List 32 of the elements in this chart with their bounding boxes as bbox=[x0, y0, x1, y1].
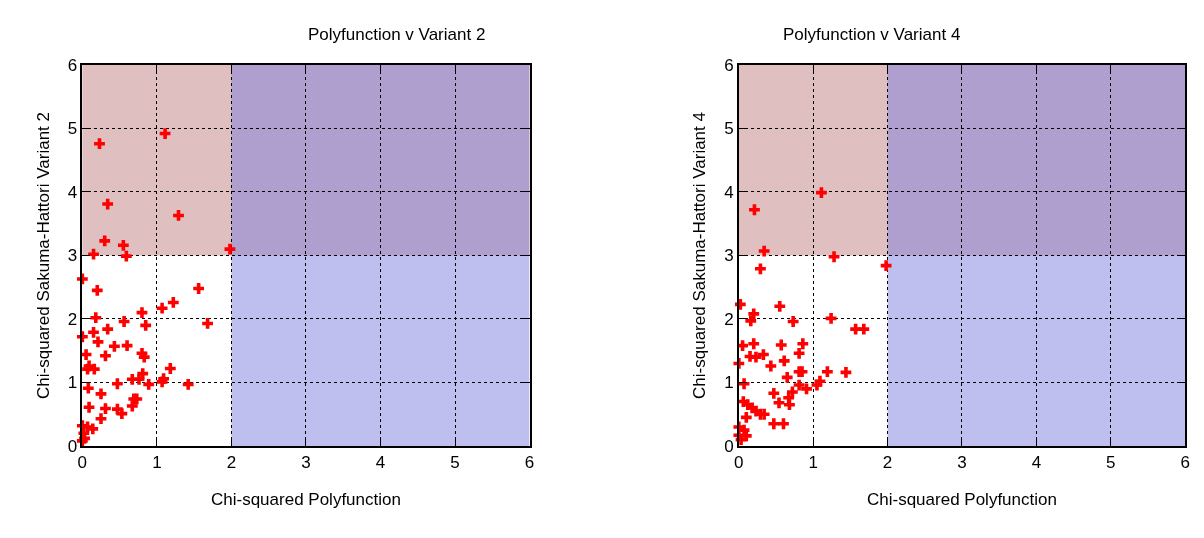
y-tick-label: 4 bbox=[724, 182, 734, 202]
y-tick-label: 5 bbox=[67, 119, 78, 139]
x-tick-label: 6 bbox=[1180, 453, 1190, 473]
x-tick-label: 4 bbox=[375, 453, 386, 473]
y-tick-label: 4 bbox=[67, 182, 78, 202]
x-tick-label: 5 bbox=[1106, 453, 1116, 473]
y-axis-title: Chi-squared Sakuma-Hattori Variant 2 bbox=[33, 112, 53, 399]
y-tick-label: 1 bbox=[724, 373, 734, 393]
y-axis-title: Chi-squared Sakuma-Hattori Variant 4 bbox=[690, 112, 710, 399]
y-tick-label: 2 bbox=[724, 309, 734, 329]
y-tick-label: 0 bbox=[67, 436, 78, 456]
x-tick-label: 1 bbox=[808, 453, 818, 473]
x-tick-label: 3 bbox=[301, 453, 311, 473]
x-tick-label: 2 bbox=[226, 453, 237, 473]
x-tick-label: 1 bbox=[152, 453, 162, 473]
y-tick-label: 5 bbox=[724, 119, 734, 139]
chart-title: Polyfunction v Variant 4 bbox=[783, 25, 961, 44]
y-tick-label: 3 bbox=[67, 246, 78, 266]
y-tick-label: 0 bbox=[724, 436, 734, 456]
x-axis-title: Chi-squared Polyfunction bbox=[211, 490, 401, 510]
x-tick-label: 2 bbox=[882, 453, 893, 473]
y-tick-label: 2 bbox=[67, 309, 78, 329]
chart-title: Polyfunction v Variant 2 bbox=[308, 25, 486, 44]
x-tick-label: 5 bbox=[450, 453, 460, 473]
y-tick-label: 3 bbox=[724, 246, 734, 266]
y-tick-label: 1 bbox=[67, 373, 78, 393]
x-tick-label: 6 bbox=[524, 453, 535, 473]
x-tick-label: 4 bbox=[1031, 453, 1042, 473]
y-tick-label: 6 bbox=[724, 55, 734, 75]
x-axis-title: Chi-squared Polyfunction bbox=[867, 490, 1057, 510]
y-tick-label: 6 bbox=[67, 55, 78, 75]
x-tick-label: 3 bbox=[957, 453, 967, 473]
